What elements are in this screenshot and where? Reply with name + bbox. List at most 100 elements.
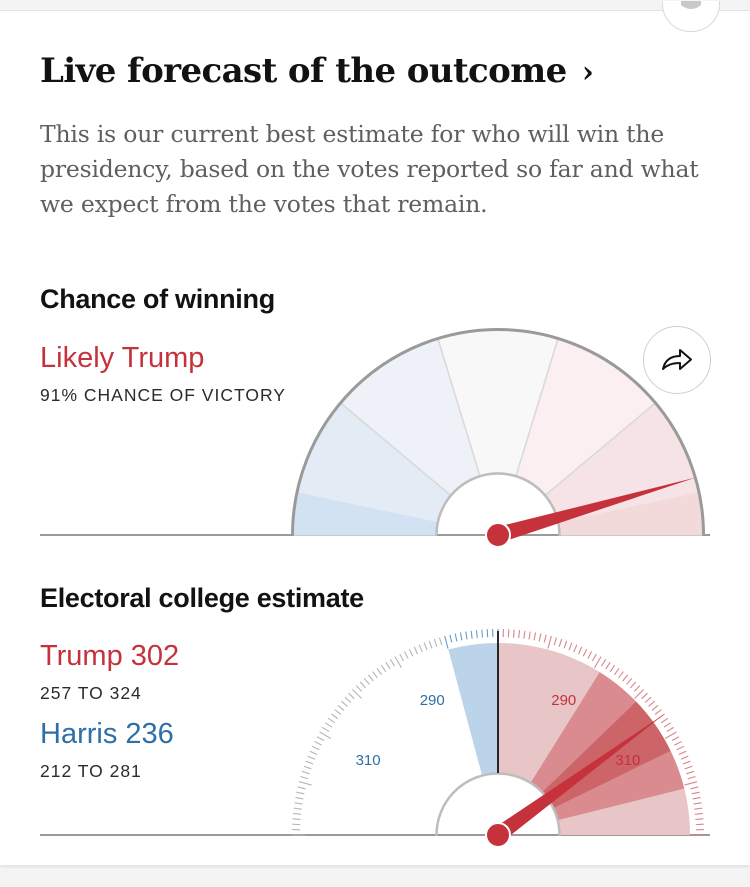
chance-needle-pivot: [485, 522, 511, 548]
ec-tick: [389, 659, 396, 667]
ec-tick: [319, 731, 332, 739]
ec-tick: [690, 786, 699, 790]
ec-tick: [340, 700, 348, 707]
ec-tick: [651, 704, 659, 711]
ec-tick: [533, 632, 537, 641]
title-text[interactable]: Live forecast of the outcome: [40, 51, 567, 91]
ec-tick: [309, 750, 318, 755]
ec-tick: [512, 629, 515, 638]
ec-needle: [493, 713, 665, 842]
ec-tick: [465, 631, 468, 640]
ec-tick: [523, 630, 526, 639]
bell-icon[interactable]: [662, 1, 720, 32]
chance-needle: [495, 477, 696, 543]
ec-tick: [359, 681, 366, 689]
forecast-card: Live forecast of the outcome › This is o…: [0, 1, 750, 865]
chevron-right-icon[interactable]: ›: [581, 55, 594, 90]
share-arrow-icon: [662, 349, 692, 370]
ec-tick: [449, 634, 453, 643]
ec-tick: [609, 664, 616, 673]
chance-gauge: [40, 328, 710, 548]
ec-tick: [294, 802, 303, 805]
ec-tick: [322, 726, 330, 733]
ec-tick: [301, 770, 310, 775]
ec-tick: [305, 760, 314, 765]
ec-tick: [666, 726, 674, 733]
ec-tick: [314, 740, 322, 746]
ec-harris-wedge: [448, 643, 498, 776]
ec-tick: [331, 713, 339, 720]
ec-tick: [293, 812, 302, 815]
ec-tick: [671, 736, 680, 742]
ec-tick: [568, 642, 573, 651]
ec-tick: [438, 637, 443, 646]
share-button[interactable]: [643, 326, 711, 394]
ec-tick: [298, 781, 312, 786]
ec-tick: [311, 745, 320, 751]
ec-tick: [538, 633, 542, 642]
ec-tick: [363, 677, 370, 685]
electoral-gauge: 290 310 290 310: [40, 629, 710, 848]
ec-tick: [344, 696, 352, 703]
ec-tick: [423, 642, 428, 651]
ec-tick: [605, 661, 611, 670]
ec-tick: [630, 681, 637, 689]
ec-tick: [316, 736, 325, 742]
ec-tick: [664, 731, 677, 739]
page-title[interactable]: Live forecast of the outcome ›: [40, 51, 594, 91]
ec-hub: [435, 772, 561, 836]
leader-label: Likely Trump: [40, 342, 205, 374]
ec-tick: [547, 635, 552, 649]
ec-tick: [385, 661, 391, 670]
ec-tick: [633, 685, 641, 692]
ec-tick: [543, 634, 547, 643]
ec-tick: [678, 750, 687, 755]
ec-tick: [444, 635, 449, 649]
ec-tick: [686, 770, 695, 775]
ec-label-harris-290: 290: [420, 692, 445, 709]
ec-tick: [380, 664, 387, 673]
ec-tick: [578, 646, 583, 655]
ec-tick: [348, 692, 355, 700]
ec-tick: [300, 775, 309, 780]
ec-tick: [408, 648, 414, 657]
ec-tick: [481, 629, 484, 638]
ec-tick: [324, 722, 333, 728]
ec-tick: [418, 644, 423, 653]
ec-label-harris-310: 310: [356, 752, 381, 769]
ec-tick: [303, 765, 312, 770]
ec-tick: [687, 775, 696, 780]
chance-outline: [290, 328, 706, 536]
ec-tick: [454, 633, 458, 642]
harris-range: 212 TO 281: [40, 761, 142, 781]
forecast-description: This is our current best estimate for wh…: [40, 120, 699, 218]
ec-tick: [648, 700, 656, 707]
ec-tick: [518, 630, 521, 639]
ec-tick: [654, 709, 662, 715]
ec-tick: [355, 685, 363, 692]
ec-tick: [297, 786, 306, 790]
ec-tick: [470, 630, 473, 639]
ec-tick: [459, 632, 463, 641]
ec-needle-pivot: [485, 822, 511, 848]
ec-tick: [644, 696, 652, 703]
ec-tick: [293, 807, 302, 810]
ec-tick: [582, 648, 588, 657]
ec-tick: [428, 640, 433, 649]
ec-tick: [528, 631, 531, 640]
victory-probability: 91% CHANCE OF VICTORY: [40, 385, 286, 405]
ec-tick: [307, 755, 316, 760]
ec-tick: [695, 818, 704, 821]
ec-tick: [660, 717, 669, 724]
chance-band-dem: [292, 492, 438, 535]
electoral-heading: Electoral college estimate: [40, 583, 364, 613]
ec-tick: [334, 709, 342, 715]
ec-tick: [680, 755, 689, 760]
ec-tick: [433, 638, 438, 647]
ec-tick: [692, 796, 701, 800]
ec-tick: [351, 688, 362, 699]
ec-tick: [367, 674, 374, 682]
harris-estimate: Harris 236: [40, 718, 174, 750]
ec-tick: [337, 704, 345, 711]
ec-tick: [691, 791, 700, 795]
